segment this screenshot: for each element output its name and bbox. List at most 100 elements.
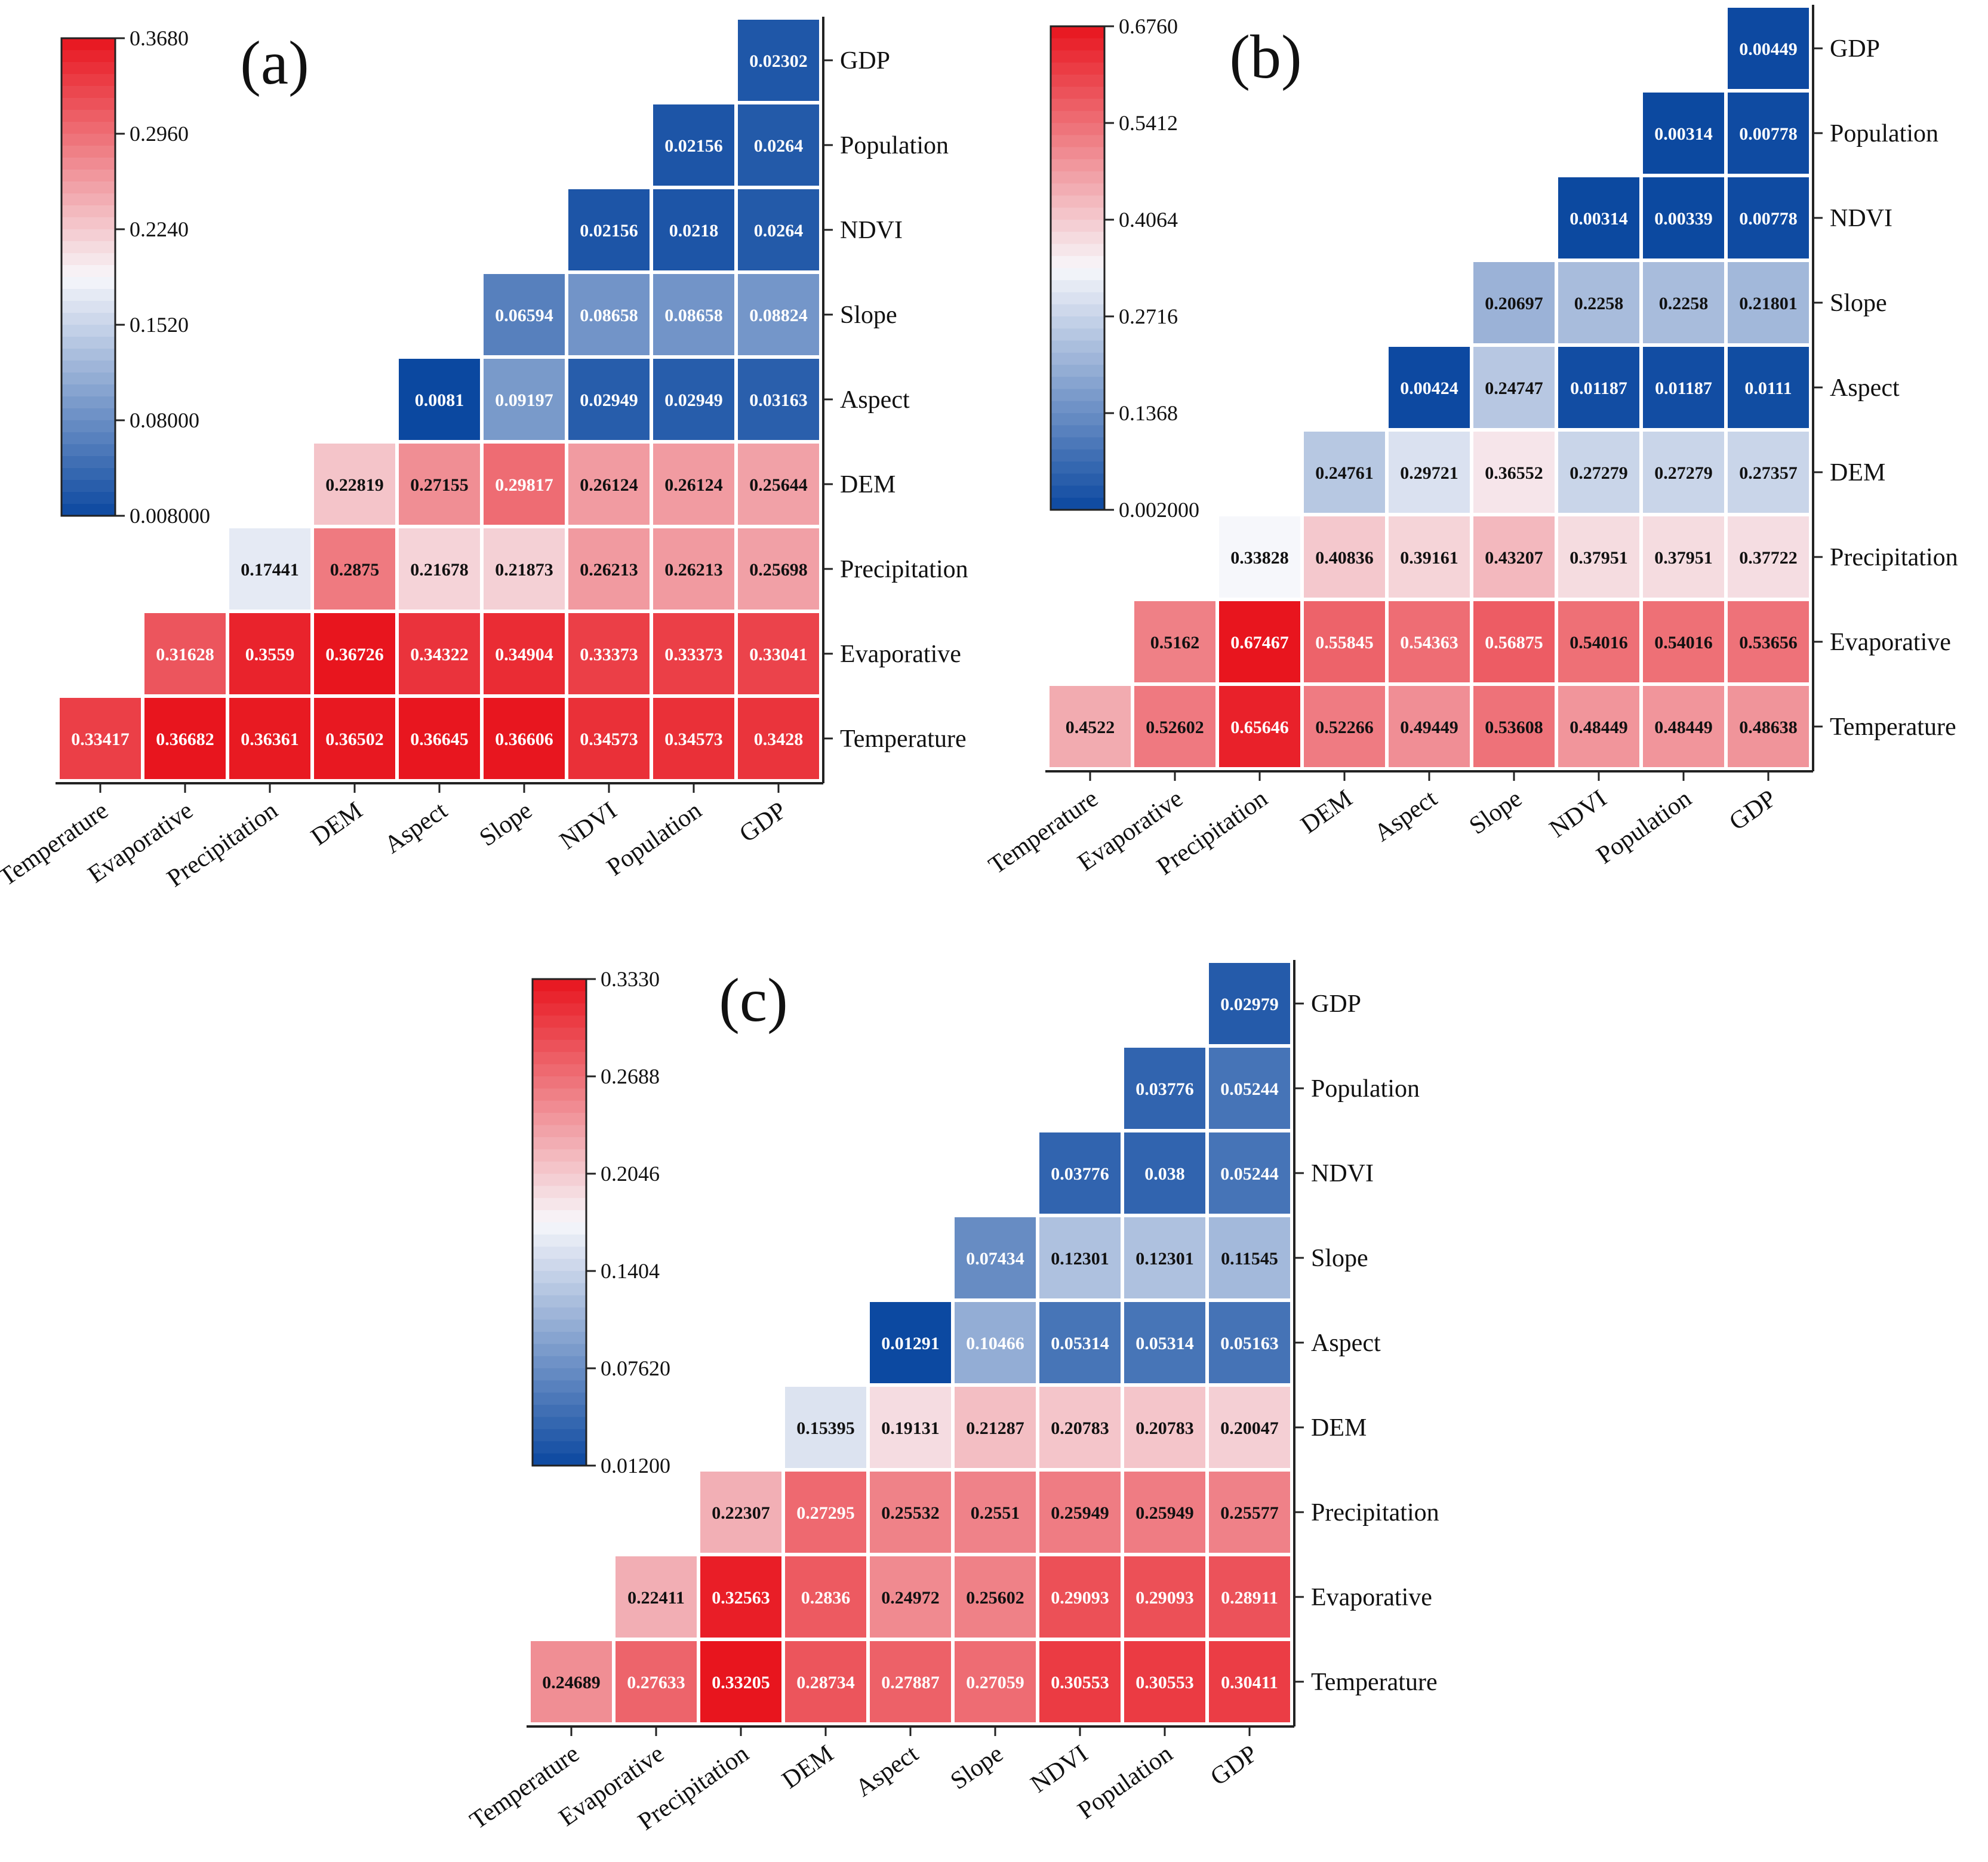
colorbar-segment (1051, 485, 1104, 498)
colorbar-segment (533, 1356, 586, 1369)
cell-value-label: 0.29093 (1051, 1588, 1109, 1608)
colorbar-segment (1051, 87, 1104, 100)
cell-value-label: 0.27357 (1739, 463, 1798, 483)
colorbar-segment (61, 170, 115, 182)
heatmap-cell (734, 610, 823, 698)
colorbar-segment (1051, 232, 1104, 245)
heatmap-cell (310, 525, 399, 613)
colorbar-segment (533, 1453, 586, 1466)
cell-value-label: 0.36606 (495, 730, 553, 749)
colorbar-segment (61, 480, 115, 493)
cell-value-label: 0.21287 (966, 1418, 1024, 1438)
colorbar-segment (533, 1417, 586, 1430)
x-tick-label: GDP (1206, 1740, 1263, 1792)
y-tick-label: Precipitation (1311, 1499, 1439, 1526)
colorbar-segment (1051, 497, 1104, 510)
cell-value-label: 0.07434 (966, 1249, 1024, 1269)
colorbar-segment (61, 253, 115, 266)
y-tick-label: Precipitation (840, 556, 968, 583)
y-tick-label: Temperature (1311, 1669, 1438, 1696)
panel-label: (c) (719, 966, 787, 1035)
cell-value-label: 0.25577 (1220, 1503, 1279, 1523)
colorbar-segment (1051, 147, 1104, 160)
heatmap-cell (480, 694, 568, 783)
cell-value-label: 0.0111 (1744, 378, 1792, 398)
y-tick-label: Slope (840, 301, 897, 329)
y-tick-label: NDVI (1830, 205, 1892, 232)
heatmap-cell (697, 1468, 785, 1556)
cell-value-label: 0.11545 (1221, 1249, 1278, 1269)
heatmap-cell (866, 1638, 955, 1726)
cell-value-label: 0.36726 (325, 645, 384, 664)
cell-value-label: 0.24972 (881, 1588, 940, 1608)
colorbar-segment (1051, 195, 1104, 208)
cell-value-label: 0.12301 (1051, 1249, 1109, 1269)
colorbar-tick-label: 0.2716 (1119, 304, 1178, 328)
colorbar-segment (533, 1331, 586, 1345)
colorbar-tick-label: 0.1368 (1119, 401, 1178, 425)
colorbar-segment (533, 1222, 586, 1235)
colorbar-segment (533, 1198, 586, 1211)
colorbar-segment (533, 1380, 586, 1393)
cell-value-label: 0.2836 (801, 1588, 851, 1608)
heatmap-cell (1205, 1044, 1294, 1132)
heatmap-cell (734, 694, 823, 783)
panel-label: (b) (1229, 23, 1301, 91)
y-tick-label: Slope (1830, 290, 1887, 317)
colorbar-segment (61, 74, 115, 87)
colorbar-segment (533, 1064, 586, 1077)
heatmap-cell (1205, 1214, 1294, 1302)
colorbar-segment (1051, 244, 1104, 257)
heatmap-cell (1205, 959, 1294, 1048)
cell-value-label: 0.00424 (1400, 378, 1458, 398)
cell-value-label: 0.25949 (1051, 1503, 1109, 1523)
cell-value-label: 0.67467 (1230, 633, 1289, 653)
colorbar-segment (61, 134, 115, 146)
x-tick-label: Population (1592, 785, 1696, 870)
cell-value-label: 0.03776 (1051, 1164, 1109, 1184)
colorbar-segment (61, 50, 115, 63)
colorbar-segment (533, 1271, 586, 1284)
heatmap-cell (1639, 682, 1728, 771)
colorbar-tick-label: 0.3680 (130, 26, 189, 50)
cell-value-label: 0.00314 (1654, 124, 1713, 144)
heatmap-cell (866, 1383, 955, 1472)
colorbar-segment (1051, 26, 1104, 39)
cell-value-label: 0.5162 (1150, 633, 1200, 653)
colorbar-segment (61, 432, 115, 445)
x-tick-label: NDVI (555, 797, 621, 855)
colorbar-segment (61, 146, 115, 158)
colorbar-segment (1051, 461, 1104, 475)
y-tick-label: Aspect (840, 386, 910, 414)
cell-value-label: 0.29721 (1400, 463, 1458, 483)
cell-value-label: 0.34322 (410, 645, 469, 664)
colorbar-tick-label: 0.008000 (130, 504, 210, 528)
cell-value-label: 0.20047 (1220, 1418, 1279, 1438)
cell-value-label: 0.26213 (580, 560, 638, 580)
x-tick-label: Aspect (1370, 784, 1442, 847)
y-tick-label: Evaporative (1311, 1584, 1432, 1611)
heatmap-cell (56, 694, 144, 783)
heatmap-cell (1385, 598, 1473, 686)
colorbar-segment (61, 408, 115, 421)
colorbar-tick-label: 0.002000 (1119, 498, 1199, 522)
colorbar-segment (61, 361, 115, 373)
colorbar-segment (1051, 304, 1104, 317)
colorbar-segment (1051, 352, 1104, 365)
cell-value-label: 0.49449 (1400, 718, 1458, 737)
cell-value-label: 0.05244 (1220, 1079, 1279, 1099)
colorbar-segment (61, 110, 115, 122)
colorbar-segment (533, 1234, 586, 1248)
colorbar-segment (1051, 316, 1104, 330)
colorbar-segment (1051, 377, 1104, 390)
heatmap-cell (1724, 89, 1812, 177)
y-tick-label: DEM (840, 471, 895, 498)
cell-value-label: 0.26124 (664, 475, 723, 495)
x-tick-label: DEM (306, 797, 368, 851)
cell-value-label: 0.00778 (1739, 124, 1798, 144)
cell-value-label: 0.00449 (1739, 39, 1798, 59)
cell-value-label: 0.56875 (1485, 633, 1543, 653)
colorbar-segment (533, 1149, 586, 1162)
colorbar-segment (61, 229, 115, 242)
cell-value-label: 0.22819 (325, 475, 384, 495)
